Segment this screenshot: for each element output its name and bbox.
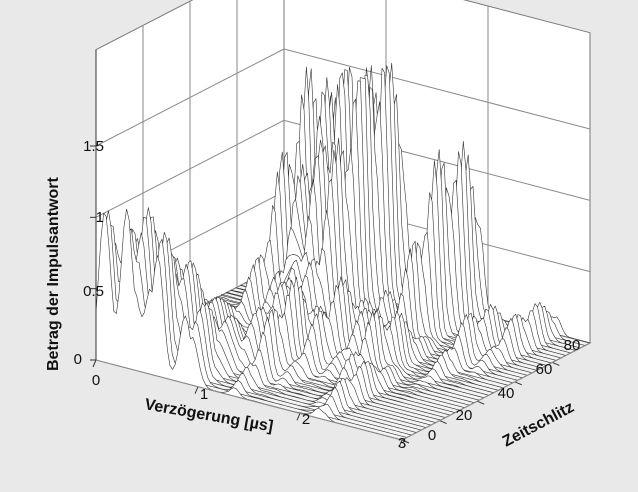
y-axis-line xyxy=(401,342,591,441)
y-tick-0 xyxy=(401,439,410,444)
x-tick-1 xyxy=(194,386,199,394)
back-wall-gridline-z-3 xyxy=(283,48,591,130)
surface-slices xyxy=(95,49,591,441)
y-tick-label-2: 40 xyxy=(498,385,515,402)
x-tick-label-0: 0 xyxy=(92,372,100,389)
x-tick-0 xyxy=(92,359,97,368)
y-tick-label-0: 0 xyxy=(428,427,436,444)
z-tick-label-3: 1.5 xyxy=(83,138,104,155)
y-tick-label-1: 20 xyxy=(456,407,473,424)
z-axis-title: Betrag der Impulsantwort xyxy=(45,177,62,371)
y-tick-3 xyxy=(514,381,522,386)
x-tick-3 xyxy=(398,439,403,448)
z-tick-label-0: 0 xyxy=(74,351,82,368)
x-axis-line xyxy=(95,359,403,441)
y-tick-1 xyxy=(439,420,447,425)
z-tick-label-2: 1 xyxy=(96,209,104,226)
x-tick-label-3: 3 xyxy=(398,435,406,452)
y-tick-label-3: 60 xyxy=(536,361,553,378)
y-tick-2 xyxy=(477,400,485,405)
x-tick-label-2: 2 xyxy=(302,411,310,428)
y-tick-4 xyxy=(552,361,560,366)
z-tick-label-1: 0.5 xyxy=(83,283,104,300)
x-tick-label-1: 1 xyxy=(200,386,208,403)
x-tick-2 xyxy=(296,413,301,421)
y-tick-label-4: 80 xyxy=(564,337,581,354)
